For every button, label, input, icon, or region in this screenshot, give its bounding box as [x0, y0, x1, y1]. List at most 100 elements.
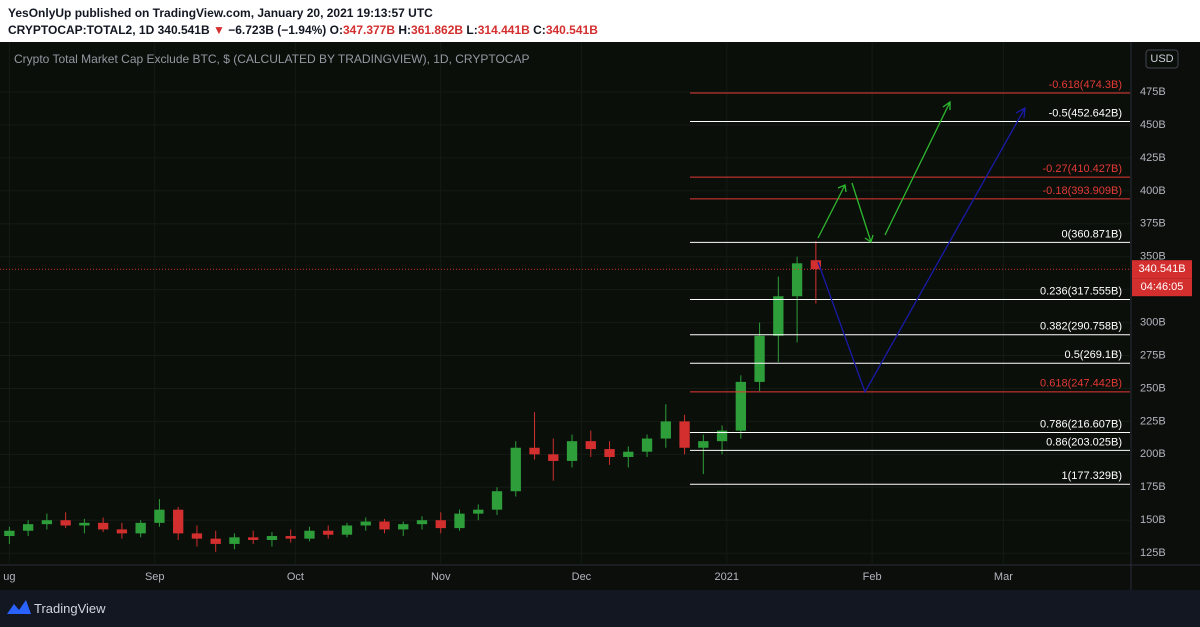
y-tick-label: 400B — [1140, 185, 1166, 197]
candle-body — [135, 522, 146, 534]
candle-body — [529, 447, 540, 455]
currency[interactable]: USD — [1150, 53, 1173, 65]
candle-body — [210, 538, 221, 544]
x-tick-label: Feb — [863, 571, 882, 583]
y-tick-label: 475B — [1140, 86, 1166, 98]
candle-body — [416, 520, 428, 525]
quote-line: CRYPTOCAP:TOTAL2, 1D 340.541B ▼ −6.723B … — [8, 23, 598, 37]
plot-bg — [0, 42, 1130, 565]
candle-body — [641, 438, 653, 452]
candle-body — [191, 533, 203, 539]
candle-body — [510, 447, 521, 492]
c-label: C: — [533, 23, 546, 37]
fib-label: 0.618(247.442B) — [1040, 378, 1122, 390]
fib-label: -0.5(452.642B) — [1049, 107, 1122, 119]
candle-body — [773, 296, 784, 336]
candle-body — [679, 421, 690, 448]
candle-body — [585, 441, 596, 450]
byline: YesOnlyUp published on TradingView.com, … — [8, 6, 433, 20]
fib-label: 0.5(269.1B) — [1065, 349, 1122, 361]
x-tick-label: 2021 — [715, 571, 739, 583]
y-tick-label: 300B — [1140, 317, 1166, 329]
symbol: CRYPTOCAP:TOTAL2, 1D — [8, 23, 155, 37]
chart-title: Crypto Total Market Cap Exclude BTC, $ (… — [14, 52, 529, 66]
x-tick-label: Nov — [431, 571, 451, 583]
candle-body — [41, 520, 53, 525]
candle-body — [173, 509, 184, 534]
chart: -0.618(474.3B) -0.5(452.642B) -0.27(410.42… — [0, 42, 1200, 590]
blue-arrow — [817, 106, 1026, 394]
candle-body — [379, 521, 390, 530]
candle-body — [435, 520, 446, 529]
candle-body — [548, 454, 559, 461]
y-tick-label: 225B — [1140, 415, 1166, 427]
countdown-tag — [1132, 278, 1192, 297]
y-tick-label: 250B — [1140, 382, 1166, 394]
last: 340.541B — [157, 23, 210, 37]
x-tick-label: Sep — [145, 571, 165, 583]
y-tick-label: 350B — [1140, 251, 1166, 263]
candle-body — [566, 441, 578, 461]
y-tick-label: 275B — [1140, 349, 1166, 361]
candle-body — [810, 260, 822, 270]
x-tick-label: Mar — [994, 571, 1013, 583]
h-label: H: — [398, 23, 412, 37]
h: 361.862B — [411, 23, 464, 37]
candle-body — [360, 521, 371, 526]
fib-label: -0.18(393.909B) — [1043, 185, 1123, 197]
fib-label: -0.618(474.3B) — [1049, 79, 1122, 91]
candle-body — [473, 509, 484, 514]
x-tick-label: ug — [3, 571, 15, 583]
candle-body — [79, 522, 90, 526]
y-tick-label: 150B — [1140, 514, 1166, 526]
candle-body — [229, 537, 240, 544]
candle-body — [285, 536, 296, 539]
arrow: ▼ — [212, 23, 225, 37]
x-tick-label: Oct — [287, 571, 304, 583]
y-tick-label: 425B — [1140, 152, 1166, 164]
candle-body — [660, 421, 671, 439]
price-tag — [1132, 260, 1192, 279]
green-arrow — [884, 100, 951, 236]
candle-body — [97, 522, 109, 530]
candle-body — [791, 263, 803, 297]
candle-body — [735, 381, 746, 431]
o: 347.377B — [342, 23, 396, 37]
candle-body — [60, 520, 71, 526]
candle-body — [4, 530, 15, 537]
price-tag-label: 340.541B — [1138, 263, 1185, 275]
candle-body — [698, 441, 709, 448]
y-tick-label: 175B — [1140, 481, 1166, 493]
logo-mark — [7, 600, 31, 614]
o-label: O: — [329, 23, 343, 37]
candle-body — [248, 537, 259, 540]
y-tick-label: 450B — [1140, 119, 1166, 131]
candle-body — [341, 525, 353, 535]
candle-body — [266, 536, 278, 540]
green-arrow — [817, 184, 847, 239]
candle-body — [754, 335, 765, 382]
change: −6.723B (−1.94%) — [228, 23, 327, 37]
candle-body — [22, 524, 34, 531]
y-tick-label: 375B — [1140, 218, 1166, 230]
grid — [0, 42, 1130, 565]
currency-button[interactable] — [1145, 49, 1179, 69]
candle-body — [604, 449, 615, 457]
candle-body — [154, 509, 165, 523]
fib-label: 0.786(216.607B) — [1040, 418, 1122, 430]
marks: -0.618(474.3B) -0.5(452.642B) -0.27(410.42… — [0, 79, 1130, 552]
fib-label: 1(177.329B) — [1061, 470, 1122, 482]
candle-body — [398, 524, 409, 530]
green-arrow — [851, 182, 874, 244]
l: 314.441B — [477, 23, 530, 37]
candle-body — [623, 451, 634, 457]
header: YesOnlyUp published on TradingView.com, … — [0, 0, 1200, 42]
drawings — [817, 100, 1026, 394]
candle-body — [716, 430, 728, 442]
y-tick-label: 125B — [1140, 547, 1166, 559]
brand: TradingView — [34, 601, 106, 616]
byline-text: YesOnlyUp published on TradingView.com, … — [8, 6, 433, 20]
l-label: L: — [466, 23, 478, 37]
y-tick-label: 200B — [1140, 448, 1166, 460]
